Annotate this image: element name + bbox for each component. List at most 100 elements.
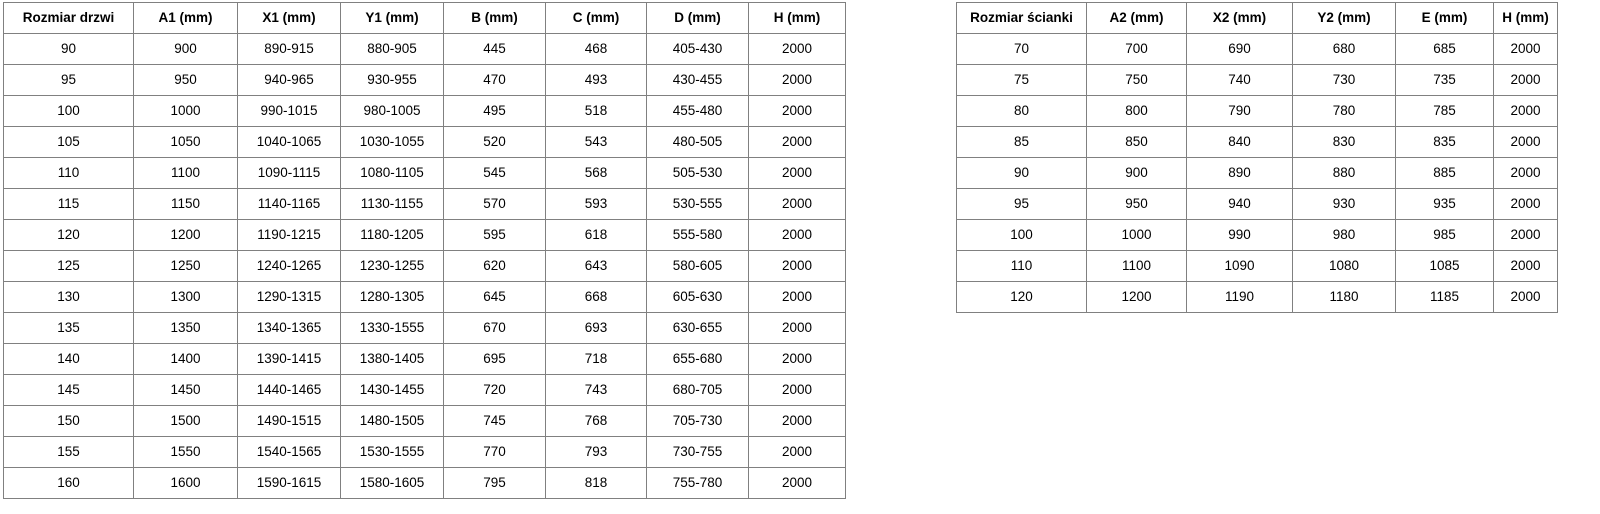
table-cell: 1580-1605 [340,467,444,499]
wall_table-column-header: E (mm) [1395,2,1494,34]
table-cell: 1500 [133,405,238,437]
table-row: 160 1600 1590-1615 1580-1605 795 818 755-780 20… [3,467,846,499]
table-cell: 2000 [748,157,846,189]
table-cell: 830 [1292,126,1396,158]
table-cell: 75 [956,64,1087,96]
table-cell: 70 [956,33,1087,65]
table-cell: 1080-1105 [340,157,444,189]
wall_table-column-header: H (mm) [1493,2,1558,34]
table-cell: 110 [956,250,1087,282]
table-cell: 2000 [748,188,846,220]
table-cell: 685 [1395,33,1494,65]
table-cell: 740 [1186,64,1293,96]
door-table-header: Rozmiar drzwi A1 (mm) X1 (mm) Y1 (mm) B (mm)… [3,2,846,34]
table-cell: 1230-1255 [340,250,444,282]
table-cell: 140 [3,343,134,375]
table-cell: 95 [956,188,1087,220]
table-row: 140 1400 1390-1415 1380-1405 695 718 655-680 20… [3,343,846,375]
table-cell: 2000 [1493,157,1558,189]
table-cell: 1140-1165 [237,188,341,220]
table-cell: 1000 [133,95,238,127]
table-cell: 800 [1086,95,1187,127]
table-row: 75 750 740 730 735 2000 [956,64,1558,96]
table-cell: 130 [3,281,134,313]
table-cell: 2000 [748,467,846,499]
table-cell: 90 [956,157,1087,189]
table-row: 110 1100 1090 1080 1085 2000 [956,250,1558,282]
table-cell: 985 [1395,219,1494,251]
table-header-row: Rozmiar ścianki A2 (mm) X2 (mm) Y2 (mm) E (m… [956,2,1558,34]
table-cell: 2000 [1493,219,1558,251]
table-cell: 1200 [133,219,238,251]
wall-panel-dimensions-table: Rozmiar ścianki A2 (mm) X2 (mm) Y2 (mm) E (m… [956,2,1558,313]
table-cell: 100 [3,95,134,127]
table-cell: 1150 [133,188,238,220]
table-header-row: Rozmiar drzwi A1 (mm) X1 (mm) Y1 (mm) B (mm)… [3,2,846,34]
table-cell: 1400 [133,343,238,375]
table-cell: 1080 [1292,250,1396,282]
table-cell: 543 [545,126,647,158]
wall-table-body: 70 700 690 680 685 2000 75 750 740 730 735 2000 80 80… [956,33,1558,313]
table-row: 120 1200 1190-1215 1180-1205 595 618 555-580 20… [3,219,846,251]
table-cell: 2000 [748,405,846,437]
table-cell: 555-580 [646,219,749,251]
table-cell: 2000 [748,219,846,251]
table-row: 95 950 940-965 930-955 470 493 430-455 2000 [3,64,846,96]
table-cell: 818 [545,467,647,499]
table-cell: 80 [956,95,1087,127]
table-cell: 2000 [1493,126,1558,158]
table-cell: 1300 [133,281,238,313]
table-cell: 768 [545,405,647,437]
table-cell: 155 [3,436,134,468]
table-cell: 1280-1305 [340,281,444,313]
table-cell: 2000 [748,281,846,313]
table-cell: 940 [1186,188,1293,220]
table-cell: 150 [3,405,134,437]
table-cell: 730 [1292,64,1396,96]
table-cell: 1180-1205 [340,219,444,251]
table-cell: 780 [1292,95,1396,127]
table-cell: 890-915 [237,33,341,65]
table-cell: 135 [3,312,134,344]
table-cell: 743 [545,374,647,406]
doors_table-column-header: C (mm) [545,2,647,34]
table-cell: 2000 [1493,281,1558,313]
wall_table-column-header: Y2 (mm) [1292,2,1396,34]
table-cell: 95 [3,64,134,96]
table-row: 135 1350 1340-1365 1330-1555 670 693 630-655 20… [3,312,846,344]
table-row: 125 1250 1240-1265 1230-1255 620 643 580-605 20… [3,250,846,282]
table-cell: 1100 [1086,250,1187,282]
table-row: 95 950 940 930 935 2000 [956,188,1558,220]
table-cell: 1240-1265 [237,250,341,282]
table-cell: 1550 [133,436,238,468]
table-cell: 695 [443,343,546,375]
table-cell: 940-965 [237,64,341,96]
table-cell: 795 [443,467,546,499]
table-cell: 1590-1615 [237,467,341,499]
table-cell: 405-430 [646,33,749,65]
table-cell: 1330-1555 [340,312,444,344]
doors_table-column-header: D (mm) [646,2,749,34]
table-cell: 835 [1395,126,1494,158]
doors_table-column-header: H (mm) [748,2,846,34]
table-cell: 630-655 [646,312,749,344]
table-cell: 495 [443,95,546,127]
table-cell: 1040-1065 [237,126,341,158]
table-cell: 2000 [1493,95,1558,127]
table-cell: 2000 [1493,250,1558,282]
table-cell: 1090-1115 [237,157,341,189]
table-cell: 1000 [1086,219,1187,251]
wall-table-header: Rozmiar ścianki A2 (mm) X2 (mm) Y2 (mm) E (m… [956,2,1558,34]
table-cell: 1490-1515 [237,405,341,437]
table-cell: 680-705 [646,374,749,406]
table-cell: 680 [1292,33,1396,65]
table-cell: 850 [1086,126,1187,158]
door-dimensions-table: Rozmiar drzwi A1 (mm) X1 (mm) Y1 (mm) B (mm)… [3,2,846,499]
table-cell: 2000 [748,374,846,406]
door-table-body: 90 900 890-915 880-905 445 468 405-430 2000 95 95… [3,33,846,499]
table-cell: 655-680 [646,343,749,375]
table-cell: 120 [3,219,134,251]
table-cell: 900 [133,33,238,65]
table-cell: 115 [3,188,134,220]
table-cell: 530-555 [646,188,749,220]
